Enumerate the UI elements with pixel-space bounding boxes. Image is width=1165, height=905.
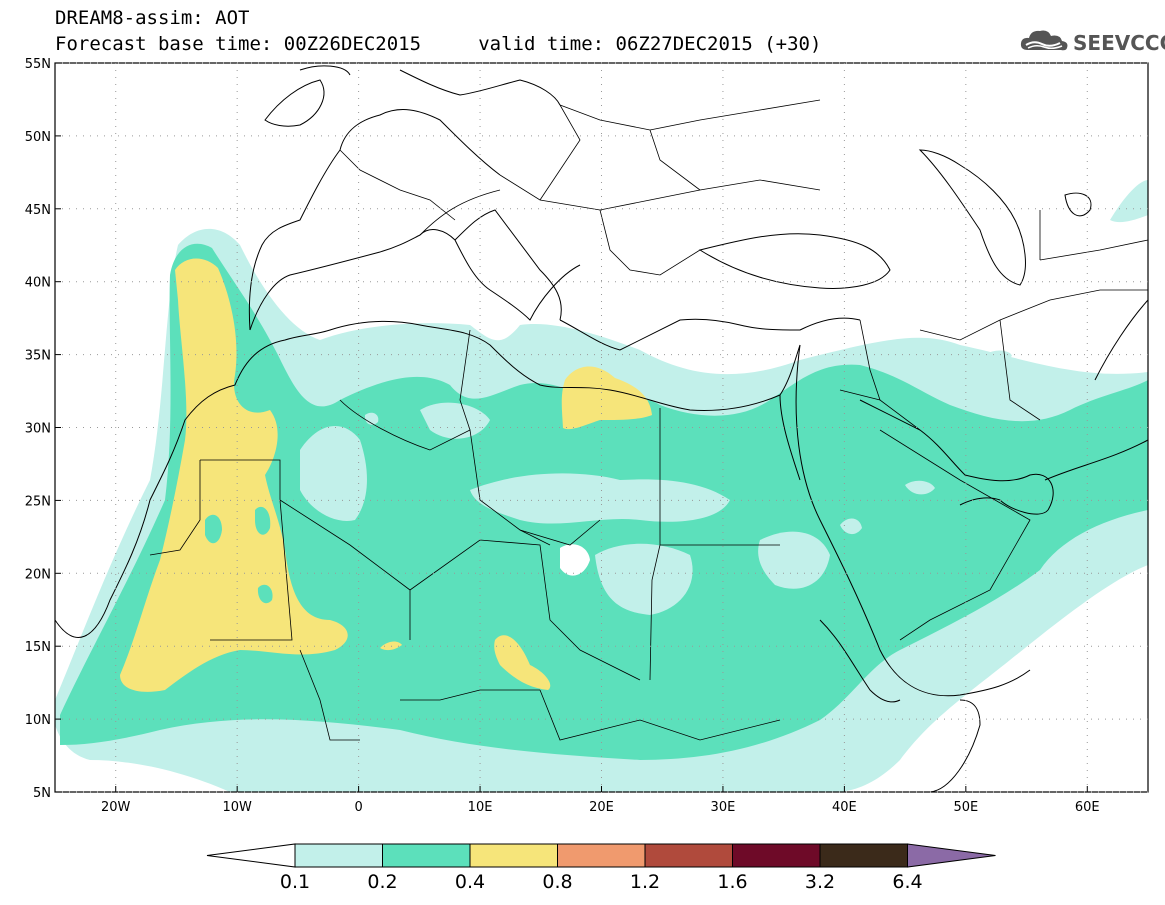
logo: SEEVCCC (1018, 26, 1165, 59)
lon-tick-label: 60E (1075, 800, 1100, 815)
colorbar-label: 0.2 (367, 871, 397, 893)
lat-tick-label: 30N (25, 422, 51, 437)
colorbar-label: 0.8 (542, 871, 572, 893)
aot-field-level-0.1-inner (300, 402, 935, 615)
lat-tick-label: 25N (25, 494, 51, 509)
colorbar-segment (557, 843, 646, 868)
lon-tick-label: 40E (832, 800, 857, 815)
colorbar-segment (819, 843, 908, 868)
colorbar-label: 6.4 (892, 871, 922, 893)
logo-text: SEEVCCC (1073, 30, 1165, 55)
lat-tick-label: 35N (25, 349, 51, 364)
colorbar-label: 3.2 (805, 871, 835, 893)
lat-tick-label: 45N (25, 203, 51, 218)
colorbar-segment (294, 843, 383, 868)
colorbar-segment (382, 843, 471, 868)
colorbar-max-extension (907, 843, 996, 868)
lon-tick-label: 0 (354, 800, 362, 815)
colorbar-label: 0.1 (280, 871, 310, 893)
lon-tick-label: 50E (953, 800, 978, 815)
lon-tick-label: 30E (711, 800, 736, 815)
title-product: DREAM8-assim: AOT (55, 7, 250, 29)
lat-tick-label: 5N (33, 786, 51, 801)
lat-tick-label: 40N (25, 276, 51, 291)
lon-tick-label: 10E (468, 800, 493, 815)
lat-tick-label: 50N (25, 130, 51, 145)
title-times: Forecast base time: 00Z26DEC2015 valid t… (55, 33, 822, 55)
aot-field-level-0.2-inner (205, 506, 273, 604)
colorbar-segment (469, 843, 558, 868)
aot-field-level-below-0.1 (560, 544, 590, 576)
colorbar: 0.1 0.2 0.4 0.8 1.2 1.6 3.2 6.4 (206, 843, 996, 893)
colorbar-label: 1.2 (630, 871, 660, 893)
colorbar-segment (644, 843, 733, 868)
lat-tick-label: 55N (25, 57, 51, 72)
aot-field-level-0.4 (120, 258, 652, 692)
colorbar-segment (732, 843, 821, 868)
aot-field (55, 180, 1148, 792)
lat-tick-label: 20N (25, 567, 51, 582)
cloud-icon (1018, 26, 1073, 59)
lon-tick-label: 20W (101, 800, 131, 815)
country-borders (149, 99, 1149, 741)
colorbar-min-extension (206, 843, 296, 868)
lat-tick-label: 15N (25, 640, 51, 655)
lon-tick-label: 10W (222, 800, 252, 815)
lon-tick-label: 20E (589, 800, 614, 815)
colorbar-label: 0.4 (455, 871, 485, 893)
lat-tick-label: 10N (25, 713, 51, 728)
axis-ticks: 20W 10W 0 10E 20E 30E 40E 50E 60E 5N 10N 15N 20N 25N 3… (25, 57, 1100, 815)
colorbar-label: 1.6 (717, 871, 747, 893)
